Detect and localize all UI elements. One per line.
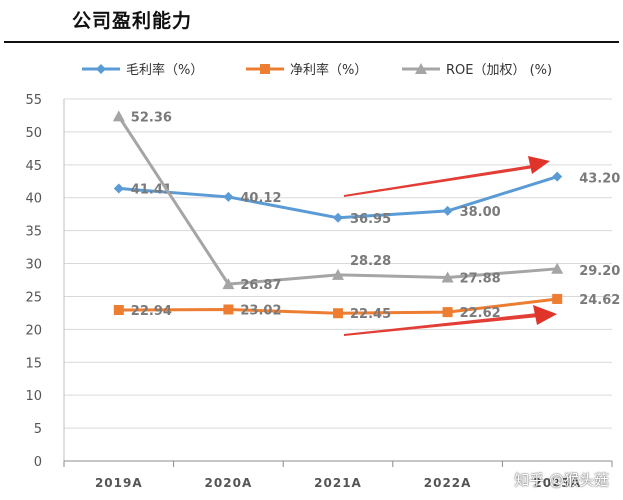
data-point [222,278,235,290]
legend-marker [260,64,270,74]
upper-trend-arrowhead [528,156,550,174]
x-tick-label: 2023A [533,476,581,490]
y-tick-label: 0 [34,455,42,470]
data-point [551,262,564,274]
page-title: 公司盈利能力 [72,10,193,32]
legend-item: 净利率（%） [246,62,367,78]
series-2: 52.36 26.87 28.28 27.88 29.20 [112,110,620,293]
data-label: 52.36 [131,110,172,125]
chart-grid [64,98,612,429]
data-label: 40.12 [240,191,281,206]
data-point [113,183,124,194]
y-tick-label: 45 [25,159,42,174]
legend-marker [96,64,106,74]
data-point [112,110,125,122]
series-0: 41.41 40.12 36.95 38.00 43.20 [113,171,620,227]
data-point [552,293,563,304]
y-tick-label: 10 [25,389,42,404]
x-tick-label: 2019A [95,476,143,490]
trend-arrows [344,156,557,336]
data-point [333,308,343,319]
data-point [442,307,453,318]
data-point [223,191,234,202]
data-point [332,268,344,280]
y-tick-label: 55 [25,93,42,108]
data-label: 23.02 [240,303,281,318]
data-label: 38.00 [460,205,501,220]
data-point [333,212,343,223]
data-label: 22.45 [350,307,391,322]
lower-trend-arrow [344,313,539,336]
series-1: 22.94 23.02 22.45 22.62 24.62 [113,293,620,322]
watermark: 知乎 @猴头菇 [514,471,609,489]
legend-marker [415,63,427,74]
x-tick-label: 2022A [424,476,472,490]
series-line [117,115,558,286]
legend-label: 净利率（%） [290,62,367,78]
data-label: 36.95 [350,212,391,227]
data-point [552,171,563,182]
y-axis-ticks: 0 5 10 15 20 25 30 35 40 45 50 55 [25,93,65,470]
y-tick-label: 20 [25,323,42,338]
y-tick-label: 35 [25,225,42,240]
y-tick-label: 5 [34,422,42,437]
y-tick-label: 25 [25,290,42,305]
data-point [223,304,234,315]
legend-label: 毛利率（%） [126,62,203,78]
x-tick-label: 2021A [314,476,362,490]
data-label: 22.62 [460,306,501,321]
data-label: 43.20 [579,172,620,187]
data-point [442,205,453,216]
data-point [441,271,454,283]
data-label: 27.88 [460,271,501,286]
y-tick-label: 15 [25,356,42,371]
upper-trend-arrow [344,165,534,197]
legend-item: ROE（加权） (%) [402,62,552,78]
data-label: 28.28 [350,254,391,269]
title-divider [4,41,619,43]
data-label: 41.41 [131,182,172,197]
lower-trend-arrowhead [533,305,557,325]
legend-item: 毛利率（%） [82,62,203,78]
x-tick-label: 2020A [205,476,253,490]
data-label: 24.62 [579,293,620,308]
y-tick-label: 40 [25,192,42,207]
data-label: 26.87 [240,278,281,293]
chart-series: 41.41 40.12 36.95 38.00 43.20 22.94 23.02 22.45… [112,110,620,322]
y-tick-label: 30 [25,258,42,273]
x-axis: 2019A 2020A 2021A 2022A 2023A [63,460,613,490]
chart-legend: 毛利率（%） 净利率（%） ROE（加权） (%) [82,62,552,78]
data-point [113,305,124,316]
legend-label: ROE（加权） (%) [446,62,552,78]
data-label: 22.94 [131,304,172,319]
y-tick-label: 50 [25,126,42,141]
data-label: 29.20 [579,264,620,279]
